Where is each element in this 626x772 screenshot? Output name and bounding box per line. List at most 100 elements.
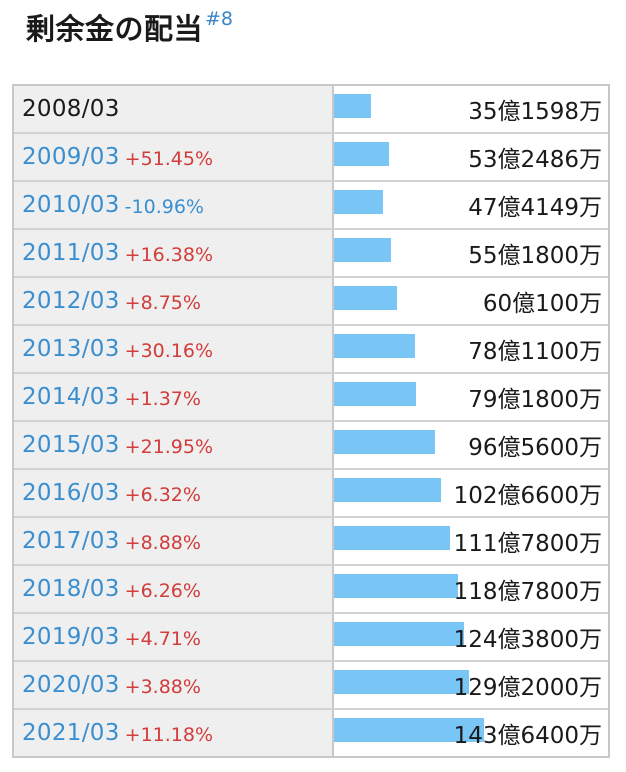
value-cell: 96億5600万 [334, 422, 608, 468]
year-cell: 2008/03 [14, 86, 334, 132]
year-cell: 2017/03 +8.88% [14, 518, 334, 564]
value-cell: 35億1598万 [334, 86, 608, 132]
table-row: 2014/03 +1.37% 79億1800万 [14, 374, 608, 422]
value-bar [334, 622, 464, 646]
value-bar [334, 382, 416, 406]
value-cell: 55億1800万 [334, 230, 608, 276]
amount-label: 129億2000万 [453, 675, 602, 701]
year-cell: 2009/03 +51.45% [14, 134, 334, 180]
year-cell: 2014/03 +1.37% [14, 374, 334, 420]
value-cell: 102億6600万 [334, 470, 608, 516]
year-label[interactable]: 2020/03 [22, 672, 120, 698]
amount-label: 143億6400万 [453, 723, 602, 749]
change-percent: +6.32% [124, 483, 201, 506]
value-cell: 143億6400万 [334, 710, 608, 756]
table-row: 2010/03 -10.96% 47億4149万 [14, 182, 608, 230]
change-percent: -10.96% [124, 195, 204, 218]
change-percent: +21.95% [124, 435, 214, 458]
value-cell: 60億100万 [334, 278, 608, 324]
year-label[interactable]: 2014/03 [22, 384, 120, 410]
value-bar [334, 718, 484, 742]
amount-label: 111億7800万 [453, 531, 602, 557]
amount-label: 35億1598万 [468, 99, 602, 125]
table-row: 2008/03 35億1598万 [14, 86, 608, 134]
value-cell: 47億4149万 [334, 182, 608, 228]
value-bar [334, 670, 469, 694]
change-percent: +11.18% [124, 723, 214, 746]
year-label: 2008/03 [22, 96, 120, 122]
value-bar [334, 526, 450, 550]
change-percent: +1.37% [124, 387, 201, 410]
year-cell: 2016/03 +6.32% [14, 470, 334, 516]
amount-label: 55億1800万 [468, 243, 602, 269]
year-label[interactable]: 2013/03 [22, 336, 120, 362]
table-row: 2011/03 +16.38% 55億1800万 [14, 230, 608, 278]
value-bar [334, 334, 415, 358]
value-cell: 124億3800万 [334, 614, 608, 660]
amount-label: 53億2486万 [468, 147, 602, 173]
amount-label: 118億7800万 [453, 579, 602, 605]
page-title: 剰余金の配当 [26, 12, 204, 46]
value-cell: 118億7800万 [334, 566, 608, 612]
table-row: 2016/03 +6.32% 102億6600万 [14, 470, 608, 518]
amount-label: 79億1800万 [468, 387, 602, 413]
value-bar [334, 238, 391, 262]
year-label[interactable]: 2010/03 [22, 192, 120, 218]
year-label[interactable]: 2012/03 [22, 288, 120, 314]
year-cell: 2010/03 -10.96% [14, 182, 334, 228]
year-cell: 2018/03 +6.26% [14, 566, 334, 612]
value-bar [334, 142, 389, 166]
section-heading: 剰余金の配当 #8 [26, 4, 233, 54]
value-bar [334, 94, 371, 118]
change-percent: +16.38% [124, 243, 214, 266]
change-percent: +4.71% [124, 627, 201, 650]
dividend-table: 2008/03 35億1598万 2009/03 +51.45% 53億2486万 201… [12, 84, 610, 758]
table-row: 2013/03 +30.16% 78億1100万 [14, 326, 608, 374]
year-label[interactable]: 2016/03 [22, 480, 120, 506]
table-row: 2009/03 +51.45% 53億2486万 [14, 134, 608, 182]
change-percent: +8.88% [124, 531, 201, 554]
amount-label: 102億6600万 [453, 483, 602, 509]
change-percent: +30.16% [124, 339, 214, 362]
year-cell: 2019/03 +4.71% [14, 614, 334, 660]
table-row: 2012/03 +8.75% 60億100万 [14, 278, 608, 326]
year-cell: 2020/03 +3.88% [14, 662, 334, 708]
change-percent: +3.88% [124, 675, 201, 698]
value-bar [334, 430, 435, 454]
change-percent: +8.75% [124, 291, 201, 314]
year-cell: 2013/03 +30.16% [14, 326, 334, 372]
change-percent: +51.45% [124, 147, 214, 170]
year-cell: 2012/03 +8.75% [14, 278, 334, 324]
value-cell: 79億1800万 [334, 374, 608, 420]
value-cell: 78億1100万 [334, 326, 608, 372]
table-row: 2020/03 +3.88% 129億2000万 [14, 662, 608, 710]
year-label[interactable]: 2011/03 [22, 240, 120, 266]
value-bar [334, 286, 397, 310]
year-label[interactable]: 2019/03 [22, 624, 120, 650]
table-row: 2017/03 +8.88% 111億7800万 [14, 518, 608, 566]
year-label[interactable]: 2015/03 [22, 432, 120, 458]
year-label[interactable]: 2021/03 [22, 720, 120, 746]
amount-label: 124億3800万 [453, 627, 602, 653]
amount-label: 47億4149万 [468, 195, 602, 221]
value-bar [334, 574, 458, 598]
amount-label: 96億5600万 [468, 435, 602, 461]
footnote-link[interactable]: #8 [205, 8, 234, 30]
year-label[interactable]: 2017/03 [22, 528, 120, 554]
value-cell: 111億7800万 [334, 518, 608, 564]
year-label[interactable]: 2009/03 [22, 144, 120, 170]
change-percent: +6.26% [124, 579, 201, 602]
value-cell: 129億2000万 [334, 662, 608, 708]
table-row: 2019/03 +4.71% 124億3800万 [14, 614, 608, 662]
year-cell: 2021/03 +11.18% [14, 710, 334, 756]
year-label[interactable]: 2018/03 [22, 576, 120, 602]
table-row: 2021/03 +11.18% 143億6400万 [14, 710, 608, 756]
amount-label: 78億1100万 [468, 339, 602, 365]
table-row: 2018/03 +6.26% 118億7800万 [14, 566, 608, 614]
amount-label: 60億100万 [482, 291, 602, 317]
value-bar [334, 478, 441, 502]
year-cell: 2015/03 +21.95% [14, 422, 334, 468]
value-cell: 53億2486万 [334, 134, 608, 180]
year-cell: 2011/03 +16.38% [14, 230, 334, 276]
table-row: 2015/03 +21.95% 96億5600万 [14, 422, 608, 470]
